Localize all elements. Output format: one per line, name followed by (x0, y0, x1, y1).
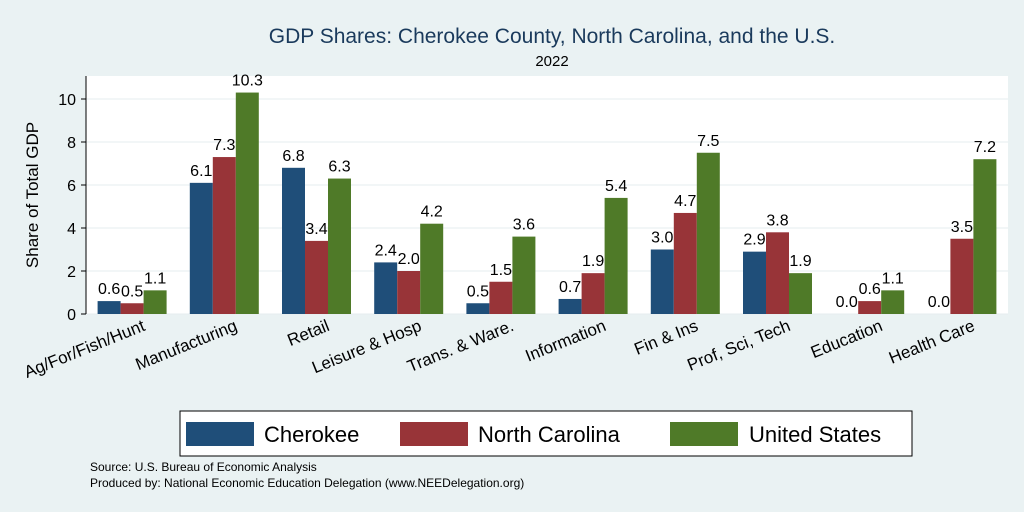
bar-north-carolina-education (858, 301, 882, 314)
value-label-united-states-ag-for-fish-hunt: 1.1 (144, 270, 166, 287)
value-label-united-states-prof-sci-tech: 1.9 (789, 253, 811, 270)
legend-swatch-cherokee (186, 422, 254, 446)
value-label-united-states-retail: 6.3 (328, 159, 350, 176)
y-tick-label-10: 10 (58, 92, 76, 109)
bar-united-states-information (604, 197, 628, 314)
category-label-retail: Retail (285, 316, 332, 350)
bar-united-states-fin-ins (696, 152, 720, 314)
legend-label-united-states: United States (749, 422, 881, 447)
bar-cherokee-retail (282, 167, 305, 314)
bar-cherokee-prof-sci-tech (743, 251, 766, 314)
bar-north-carolina-leisure-hosp (397, 271, 421, 314)
bar-united-states-trans-ware (512, 236, 536, 314)
bar-cherokee-trans-ware (466, 303, 490, 314)
value-label-cherokee-education: 0.0 (836, 294, 858, 311)
y-tick-label-8: 8 (67, 135, 76, 152)
legend-label-north-carolina: North Carolina (478, 422, 621, 447)
chart-title: GDP Shares: Cherokee County, North Carol… (269, 25, 836, 48)
value-label-north-carolina-prof-sci-tech: 3.8 (766, 212, 788, 229)
value-label-cherokee-manufacturing: 6.1 (190, 163, 212, 180)
legend: Cherokee North Carolina United States (179, 410, 913, 457)
legend-swatch-north-carolina (400, 422, 468, 446)
category-label-manufacturing: Manufacturing (133, 316, 240, 374)
bar-cherokee-ag-for-fish-hunt (97, 301, 121, 314)
category-label-trans-ware: Trans. & Ware. (404, 316, 516, 376)
chart-subtitle: 2022 (535, 53, 568, 70)
bar-united-states-prof-sci-tech (789, 273, 812, 314)
bar-united-states-ag-for-fish-hunt (143, 290, 167, 314)
value-label-north-carolina-manufacturing: 7.3 (213, 137, 235, 154)
bar-united-states-manufacturing (235, 92, 259, 314)
y-axis-ticks: 0 2 4 6 8 10 (58, 92, 86, 324)
value-label-cherokee-prof-sci-tech: 2.9 (743, 232, 765, 249)
category-label-education: Education (808, 316, 885, 362)
value-label-cherokee-ag-for-fish-hunt: 0.6 (98, 281, 120, 298)
bar-united-states-retail (328, 178, 351, 314)
value-label-united-states-trans-ware: 3.6 (513, 217, 535, 234)
y-tick-label-2: 2 (67, 264, 76, 281)
bar-united-states-leisure-hosp (420, 223, 444, 314)
bar-united-states-health-care (973, 159, 997, 314)
value-label-united-states-manufacturing: 10.3 (232, 73, 263, 90)
value-label-united-states-fin-ins: 7.5 (697, 133, 719, 150)
category-label-ag-for-fish-hunt: Ag/For/Fish/Hunt (21, 316, 148, 382)
y-tick-label-6: 6 (67, 178, 76, 195)
category-label-information: Information (523, 316, 609, 365)
category-label-prof-sci-tech: Prof, Sci, Tech (685, 316, 793, 375)
bar-united-states-education (881, 290, 905, 314)
value-label-cherokee-retail: 6.8 (282, 148, 304, 165)
y-axis-label: Share of Total GDP (23, 122, 42, 268)
value-label-north-carolina-education: 0.6 (859, 281, 881, 298)
value-label-united-states-health-care: 7.2 (974, 139, 996, 156)
value-label-north-carolina-health-care: 3.5 (951, 219, 973, 236)
footer-produced-by: Produced by: National Economic Education… (90, 476, 524, 490)
category-label-health-care: Health Care (886, 316, 977, 368)
bar-north-carolina-ag-for-fish-hunt (120, 303, 144, 314)
value-label-cherokee-information: 0.7 (559, 279, 581, 296)
value-label-cherokee-trans-ware: 0.5 (467, 283, 489, 300)
bar-north-carolina-trans-ware (489, 281, 513, 314)
value-label-cherokee-fin-ins: 3.0 (651, 230, 673, 247)
bar-north-carolina-prof-sci-tech (766, 232, 789, 314)
value-label-united-states-education: 1.1 (882, 270, 904, 287)
bar-cherokee-fin-ins (650, 249, 674, 314)
bar-north-carolina-information (581, 273, 605, 314)
category-label-fin-ins: Fin & Ins (631, 316, 700, 359)
footer-source: Source: U.S. Bureau of Economic Analysis (90, 460, 317, 474)
bar-cherokee-leisure-hosp (374, 262, 398, 314)
bar-cherokee-manufacturing (189, 182, 213, 314)
bars (97, 92, 997, 314)
value-labels: 0.6 0.51.16.17.310.36.83.46.32.42.04.20.5… (98, 73, 996, 311)
legend-box (179, 410, 913, 457)
value-label-united-states-leisure-hosp: 4.2 (421, 204, 443, 221)
value-label-north-carolina-information: 1.9 (582, 253, 604, 270)
bar-north-carolina-manufacturing (212, 157, 236, 314)
value-label-cherokee-health-care: 0.0 (928, 294, 950, 311)
value-label-north-carolina-ag-for-fish-hunt: 0.5 (121, 283, 143, 300)
value-label-north-carolina-retail: 3.4 (305, 221, 327, 238)
value-label-north-carolina-trans-ware: 1.5 (490, 262, 512, 279)
value-label-united-states-information: 5.4 (605, 178, 627, 195)
bar-north-carolina-health-care (950, 238, 974, 314)
legend-swatch-united-states (670, 422, 738, 446)
bar-north-carolina-fin-ins (673, 212, 697, 314)
value-label-north-carolina-leisure-hosp: 2.0 (398, 251, 420, 268)
y-tick-label-0: 0 (67, 307, 76, 324)
bar-north-carolina-retail (305, 240, 328, 314)
bar-cherokee-information (558, 298, 582, 314)
value-label-north-carolina-fin-ins: 4.7 (674, 193, 696, 210)
legend-label-cherokee: Cherokee (264, 422, 359, 447)
y-tick-label-4: 4 (67, 221, 76, 238)
value-label-cherokee-leisure-hosp: 2.4 (375, 242, 397, 259)
